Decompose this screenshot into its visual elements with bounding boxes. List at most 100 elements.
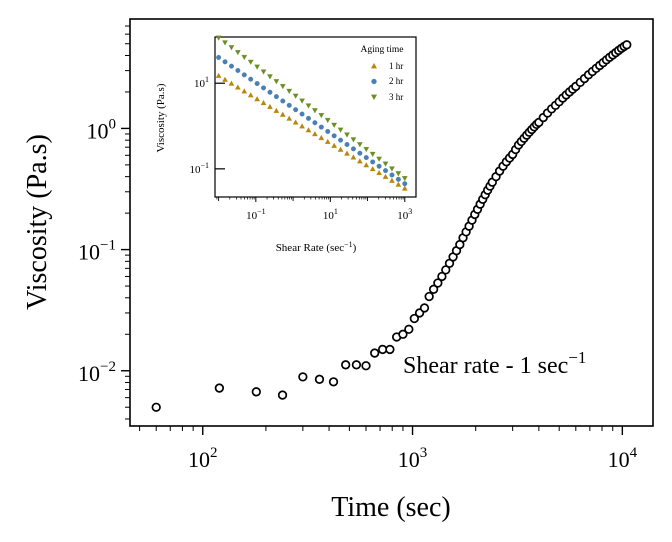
data-point — [151, 402, 161, 412]
x-tick-base: 10 — [608, 447, 630, 472]
inset-point-series-1 — [389, 177, 395, 183]
inset-point-series-3 — [299, 98, 305, 104]
inset-point-series-2 — [363, 155, 369, 161]
inset-point-series-3 — [312, 108, 318, 114]
y-axis-label: Viscosity (Pa.s) — [22, 134, 53, 310]
inset-point-series-2 — [286, 102, 292, 108]
data-point — [341, 360, 351, 370]
inset-point-series-1 — [395, 181, 402, 187]
inset-point-series-2 — [344, 142, 350, 147]
inset-point-series-1 — [324, 138, 331, 144]
data-point — [361, 361, 371, 371]
inset-point-series-3 — [235, 50, 241, 56]
inset-point-series-1 — [260, 99, 267, 106]
inset-point-series-1 — [222, 76, 228, 82]
y-tick-label-1e0: 100 — [87, 116, 117, 143]
data-point — [433, 278, 443, 288]
inset-point-series-2 — [305, 115, 311, 121]
inset-chart: 10−1 101 103 10−1 101 Shear Rate (sec−1)… — [155, 35, 417, 254]
inset-point-series-2 — [370, 159, 376, 165]
inset-x-tick-exp: 1 — [334, 207, 338, 216]
y-tick-base: 10 — [87, 118, 109, 143]
inset-point-series-2 — [254, 81, 260, 87]
inset-point-series-1 — [235, 84, 241, 90]
inset-point-series-2 — [267, 89, 273, 95]
legend-label-3hr: 3 hr — [389, 92, 403, 102]
data-point — [409, 313, 420, 324]
inset-point-series-1 — [376, 169, 382, 176]
inset-point-series-3 — [228, 45, 235, 51]
inset-point-series-1 — [350, 154, 357, 160]
inset-point-series-3 — [254, 64, 260, 70]
inset-y-tick-base: 10 — [194, 78, 206, 90]
inset-xlabel-exp: −1 — [344, 240, 353, 249]
data-point — [251, 387, 261, 397]
inset-point-series-2 — [395, 176, 401, 182]
inset-point-series-2 — [248, 76, 254, 82]
main-plot-frame — [129, 18, 654, 427]
inset-point-series-1 — [247, 92, 254, 98]
x-tick-label-1e2: 102 — [188, 445, 218, 472]
data-point — [428, 284, 439, 294]
x-tick-exp: 3 — [420, 445, 428, 461]
inset-point-series-1 — [228, 80, 235, 86]
inset-point-series-1 — [363, 162, 370, 168]
y-tick-exp: 0 — [109, 116, 117, 132]
y-tick-base: 10 — [78, 240, 100, 265]
inset-point-series-3 — [382, 161, 389, 167]
inset-point-series-2 — [318, 124, 324, 130]
inset-point-series-3 — [222, 40, 228, 46]
inset-point-series-3 — [279, 84, 286, 90]
legend-title: Aging time — [360, 45, 403, 55]
data-point — [314, 374, 325, 384]
inset-axis-ticks — [215, 82, 406, 202]
inset-point-series-2 — [293, 107, 299, 113]
inset-point-series-1 — [382, 173, 389, 179]
inset-y-tick-exp: −1 — [200, 161, 209, 170]
inset-point-series-1 — [215, 72, 222, 78]
inset-xlabel-text: Shear Rate (sec — [276, 242, 345, 254]
data-point — [277, 390, 288, 400]
data-point — [437, 271, 447, 282]
inset-data-points — [215, 35, 408, 191]
inset-point-series-2 — [325, 128, 331, 134]
data-point — [424, 291, 434, 302]
inset-point-series-3 — [286, 88, 293, 95]
inset-x-tick-exp: −1 — [257, 207, 266, 216]
inset-point-series-1 — [318, 134, 325, 141]
inset-point-series-2 — [376, 163, 382, 169]
inset-x-tick-label-1e-1: 10−1 — [246, 207, 266, 222]
inset-point-series-1 — [401, 185, 408, 191]
inset-point-series-1 — [241, 88, 248, 94]
inset-point-series-2 — [331, 133, 337, 139]
inset-point-series-3 — [247, 59, 254, 65]
inset-x-axis-label: Shear Rate (sec−1) — [276, 240, 357, 254]
inset-y-tick-label-1e-1: 10−1 — [189, 161, 209, 176]
main-data-points — [151, 40, 632, 412]
inset-point-series-3 — [292, 93, 299, 99]
data-point — [214, 383, 225, 393]
inset-point-series-3 — [215, 35, 222, 41]
inset-point-series-1 — [254, 96, 260, 102]
inset-point-series-3 — [318, 113, 325, 119]
inset-point-series-3 — [350, 137, 357, 143]
inset-point-series-1 — [305, 127, 312, 133]
legend-marker-2hr — [371, 78, 377, 85]
inset-point-series-3 — [241, 54, 248, 61]
inset-point-series-3 — [395, 171, 402, 177]
x-tick-base: 10 — [398, 447, 420, 472]
inset-point-series-2 — [299, 111, 305, 117]
inset-plot-frame — [214, 36, 417, 198]
annotation-exp: −1 — [568, 348, 586, 367]
data-point — [298, 372, 308, 382]
inset-point-series-1 — [344, 150, 350, 156]
inset-point-series-1 — [331, 142, 338, 148]
inset-point-series-3 — [344, 132, 350, 138]
inset-point-series-3 — [363, 147, 370, 153]
inset-point-series-3 — [389, 166, 395, 172]
x-tick-exp: 2 — [210, 445, 218, 461]
inset-point-series-1 — [337, 146, 344, 152]
inset-point-series-2 — [383, 168, 389, 174]
inset-point-series-2 — [216, 54, 222, 60]
